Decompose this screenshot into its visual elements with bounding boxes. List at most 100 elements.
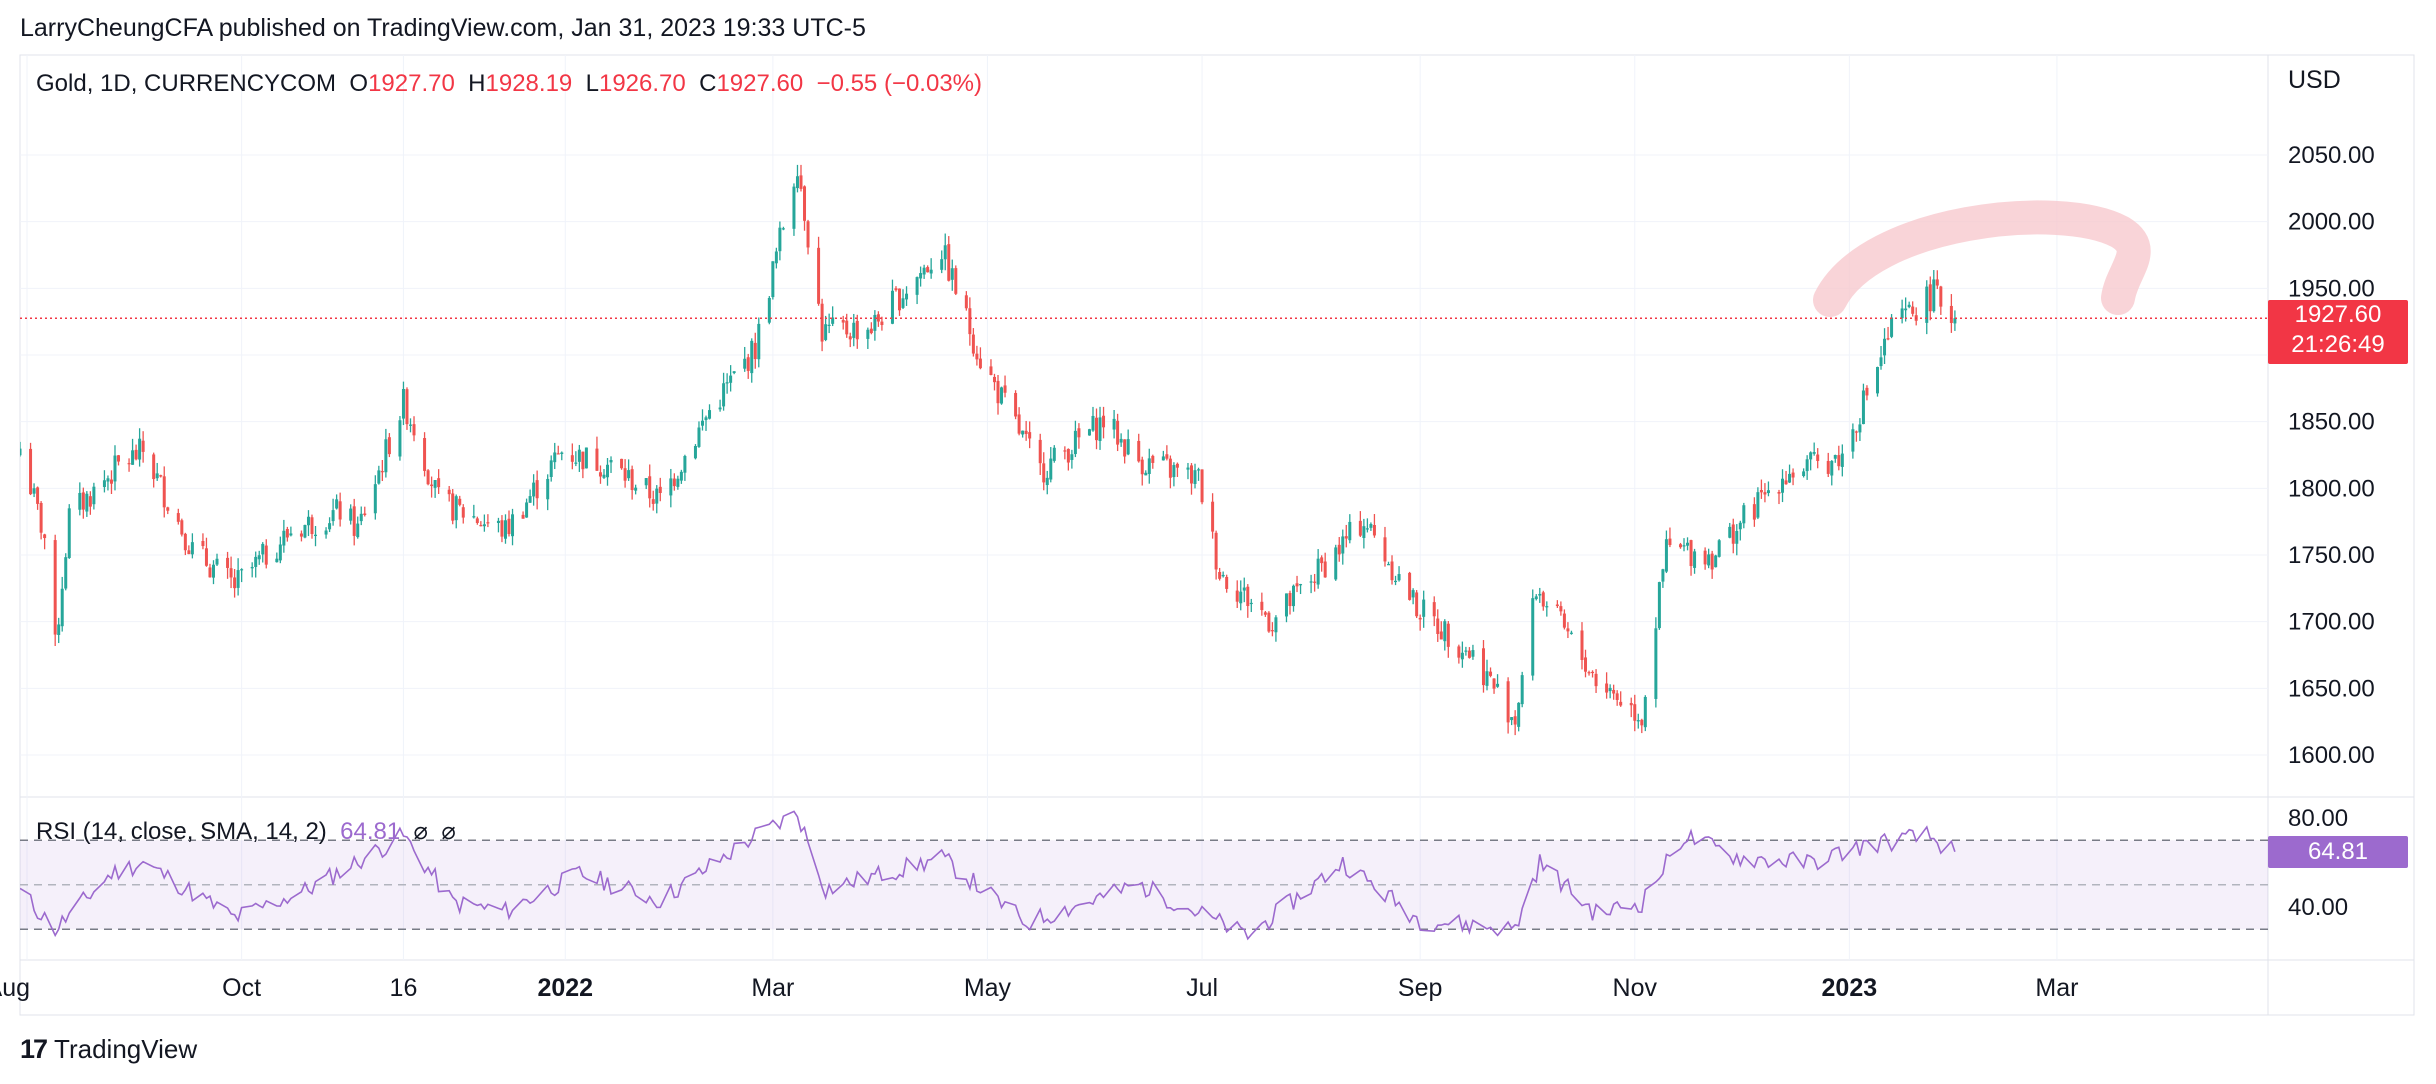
candle-body	[67, 508, 71, 558]
candle-body	[1161, 456, 1165, 461]
candle-body	[1284, 593, 1288, 617]
candle-body	[940, 259, 944, 270]
candle-body	[1024, 430, 1028, 434]
candle-body	[975, 353, 979, 360]
candle-body	[1531, 598, 1535, 676]
candle-body	[138, 438, 142, 460]
candle-body	[60, 588, 64, 627]
candle-body	[113, 455, 117, 482]
candle-body	[155, 473, 159, 479]
currency-label[interactable]: USD	[2288, 66, 2341, 94]
candle-body	[1189, 465, 1193, 484]
candle-body	[437, 478, 441, 488]
time-tick-label: Mar	[751, 974, 794, 1002]
candle-body	[1408, 572, 1412, 600]
candle-body	[845, 320, 849, 335]
candle-body	[827, 324, 831, 326]
candle-body	[335, 499, 339, 509]
time-tick-label: Jul	[1186, 974, 1218, 1002]
time-tick-label: May	[964, 974, 1012, 1002]
candle-body	[1028, 432, 1032, 439]
candle-body	[482, 524, 486, 527]
candle-body	[299, 533, 303, 537]
footer-brand[interactable]: 17 TradingView	[20, 1034, 197, 1065]
tradingview-logo-icon: 17	[20, 1034, 48, 1064]
candle-body	[1633, 704, 1637, 721]
candle-body	[1045, 477, 1049, 486]
candle-body	[1900, 308, 1904, 319]
candle-body	[627, 470, 631, 479]
candle-body	[521, 514, 525, 519]
candle-body	[187, 550, 191, 555]
candle-body	[792, 186, 796, 229]
candle-body	[1225, 576, 1229, 589]
candle-body	[278, 544, 282, 561]
candle-body	[1615, 693, 1619, 700]
candle-body	[778, 227, 782, 252]
close-value: 1927.60	[716, 70, 804, 97]
candle-body	[475, 518, 479, 523]
time-tick-label: 2022	[537, 974, 593, 1002]
candle-body	[1292, 585, 1296, 607]
candle-body	[1591, 671, 1595, 674]
candle-body	[134, 449, 138, 460]
candle-body	[1784, 480, 1788, 485]
candle-body	[412, 424, 416, 436]
candle-body	[331, 510, 335, 522]
candle-body	[535, 480, 539, 499]
candle-body	[1320, 557, 1324, 564]
candle-body	[1506, 681, 1510, 723]
candle-body	[1541, 592, 1545, 607]
candle-body	[929, 269, 933, 274]
candle-body	[1263, 612, 1267, 615]
candle-body	[574, 462, 578, 464]
candle-body	[423, 438, 427, 471]
candle-body	[620, 458, 624, 469]
candle-body	[743, 358, 747, 369]
candle-body	[1890, 317, 1894, 337]
candle-body	[725, 382, 729, 384]
candle-body	[500, 520, 504, 537]
publisher-line: LarryCheungCFA published on TradingView.…	[20, 14, 866, 42]
candle-body	[1689, 540, 1693, 567]
candle-body	[1928, 284, 1932, 312]
candle-body	[750, 340, 754, 374]
candle-body	[1063, 450, 1067, 452]
candle-body	[1267, 612, 1271, 632]
candle-body	[1246, 586, 1250, 607]
candle-body	[581, 451, 585, 470]
candle-body	[1123, 439, 1127, 457]
candle-body	[1925, 286, 1929, 323]
candle-body	[250, 566, 254, 569]
candle-body	[426, 470, 430, 485]
candle-body	[1854, 431, 1858, 433]
candle-body	[697, 427, 701, 447]
candle-body	[954, 268, 958, 294]
candle-body	[1742, 505, 1746, 524]
time-tick-label: Mar	[2035, 974, 2078, 1002]
candle-body	[102, 480, 106, 488]
candle-body	[1394, 580, 1398, 583]
candle-body	[1460, 652, 1464, 660]
candle-body	[606, 464, 610, 478]
candle-body	[1467, 650, 1471, 658]
candle-body	[1545, 606, 1549, 608]
candle-body	[1147, 458, 1151, 474]
candle-body	[254, 556, 258, 567]
candle-body	[1752, 504, 1756, 520]
candle-body	[1883, 338, 1887, 356]
candle-body	[384, 439, 388, 473]
candle-body	[377, 470, 381, 484]
candle-body	[532, 482, 536, 497]
candle-body	[359, 513, 363, 522]
rsi-label[interactable]: RSI (14, close, SMA, 14, 2)	[36, 818, 327, 845]
candle-body	[1362, 526, 1366, 538]
candle-body	[1640, 719, 1644, 726]
symbol-label[interactable]: Gold, 1D, CURRENCYCOM	[36, 70, 337, 97]
candle-body	[1415, 592, 1419, 617]
candle-body	[1668, 538, 1672, 545]
candle-body	[81, 492, 85, 510]
price-tick-label: 2000.00	[2288, 209, 2375, 236]
candle-body	[722, 383, 726, 407]
candle-body	[461, 507, 465, 518]
